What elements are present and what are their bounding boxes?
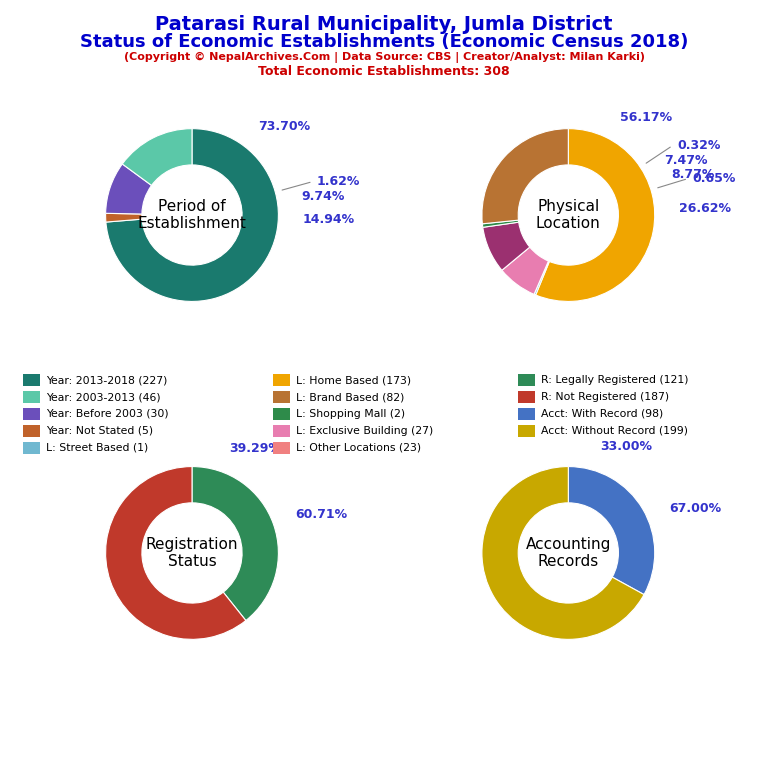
- Text: L: Street Based (1): L: Street Based (1): [46, 442, 148, 453]
- Text: L: Brand Based (82): L: Brand Based (82): [296, 392, 404, 402]
- Wedge shape: [192, 467, 278, 621]
- Text: R: Not Registered (187): R: Not Registered (187): [541, 392, 670, 402]
- Text: L: Shopping Mall (2): L: Shopping Mall (2): [296, 409, 405, 419]
- Text: 8.77%: 8.77%: [671, 167, 714, 180]
- Text: 60.71%: 60.71%: [296, 508, 348, 521]
- Text: Accounting
Records: Accounting Records: [525, 537, 611, 569]
- Text: L: Exclusive Building (27): L: Exclusive Building (27): [296, 425, 433, 436]
- Text: L: Other Locations (23): L: Other Locations (23): [296, 442, 421, 453]
- Wedge shape: [106, 128, 278, 301]
- Text: Physical
Location: Physical Location: [536, 199, 601, 231]
- Text: Patarasi Rural Municipality, Jumla District: Patarasi Rural Municipality, Jumla Distr…: [155, 15, 613, 35]
- Text: Status of Economic Establishments (Economic Census 2018): Status of Economic Establishments (Econo…: [80, 33, 688, 51]
- Wedge shape: [482, 220, 518, 227]
- Text: Acct: Without Record (199): Acct: Without Record (199): [541, 425, 688, 436]
- Text: Year: 2013-2018 (227): Year: 2013-2018 (227): [46, 375, 167, 386]
- Wedge shape: [106, 467, 246, 639]
- Text: Year: Before 2003 (30): Year: Before 2003 (30): [46, 409, 169, 419]
- Text: Year: Not Stated (5): Year: Not Stated (5): [46, 425, 153, 436]
- Text: R: Legally Registered (121): R: Legally Registered (121): [541, 375, 689, 386]
- Wedge shape: [106, 164, 151, 214]
- Text: Registration
Status: Registration Status: [146, 537, 238, 569]
- Text: 33.00%: 33.00%: [600, 440, 652, 453]
- Text: L: Home Based (173): L: Home Based (173): [296, 375, 411, 386]
- Text: Period of
Establishment: Period of Establishment: [137, 199, 247, 231]
- Wedge shape: [483, 222, 530, 270]
- Text: 14.94%: 14.94%: [303, 214, 355, 227]
- Wedge shape: [106, 214, 142, 222]
- Wedge shape: [482, 467, 644, 639]
- Text: 0.65%: 0.65%: [693, 172, 736, 185]
- Text: 9.74%: 9.74%: [301, 190, 344, 203]
- Text: Year: 2003-2013 (46): Year: 2003-2013 (46): [46, 392, 161, 402]
- Text: 26.62%: 26.62%: [679, 202, 730, 215]
- Wedge shape: [535, 128, 654, 301]
- Text: 56.17%: 56.17%: [621, 111, 673, 124]
- Text: 0.32%: 0.32%: [677, 139, 720, 152]
- Text: (Copyright © NepalArchives.Com | Data Source: CBS | Creator/Analyst: Milan Karki: (Copyright © NepalArchives.Com | Data So…: [124, 52, 644, 63]
- Wedge shape: [122, 128, 192, 185]
- Text: Total Economic Establishments: 308: Total Economic Establishments: 308: [258, 65, 510, 78]
- Wedge shape: [502, 247, 548, 294]
- Text: 73.70%: 73.70%: [258, 120, 310, 133]
- Wedge shape: [568, 467, 654, 594]
- Wedge shape: [482, 128, 568, 223]
- Text: 67.00%: 67.00%: [670, 502, 722, 515]
- Text: 39.29%: 39.29%: [229, 442, 281, 455]
- Text: 1.62%: 1.62%: [317, 175, 360, 188]
- Wedge shape: [534, 261, 549, 295]
- Text: Acct: With Record (98): Acct: With Record (98): [541, 409, 664, 419]
- Text: 7.47%: 7.47%: [664, 154, 708, 167]
